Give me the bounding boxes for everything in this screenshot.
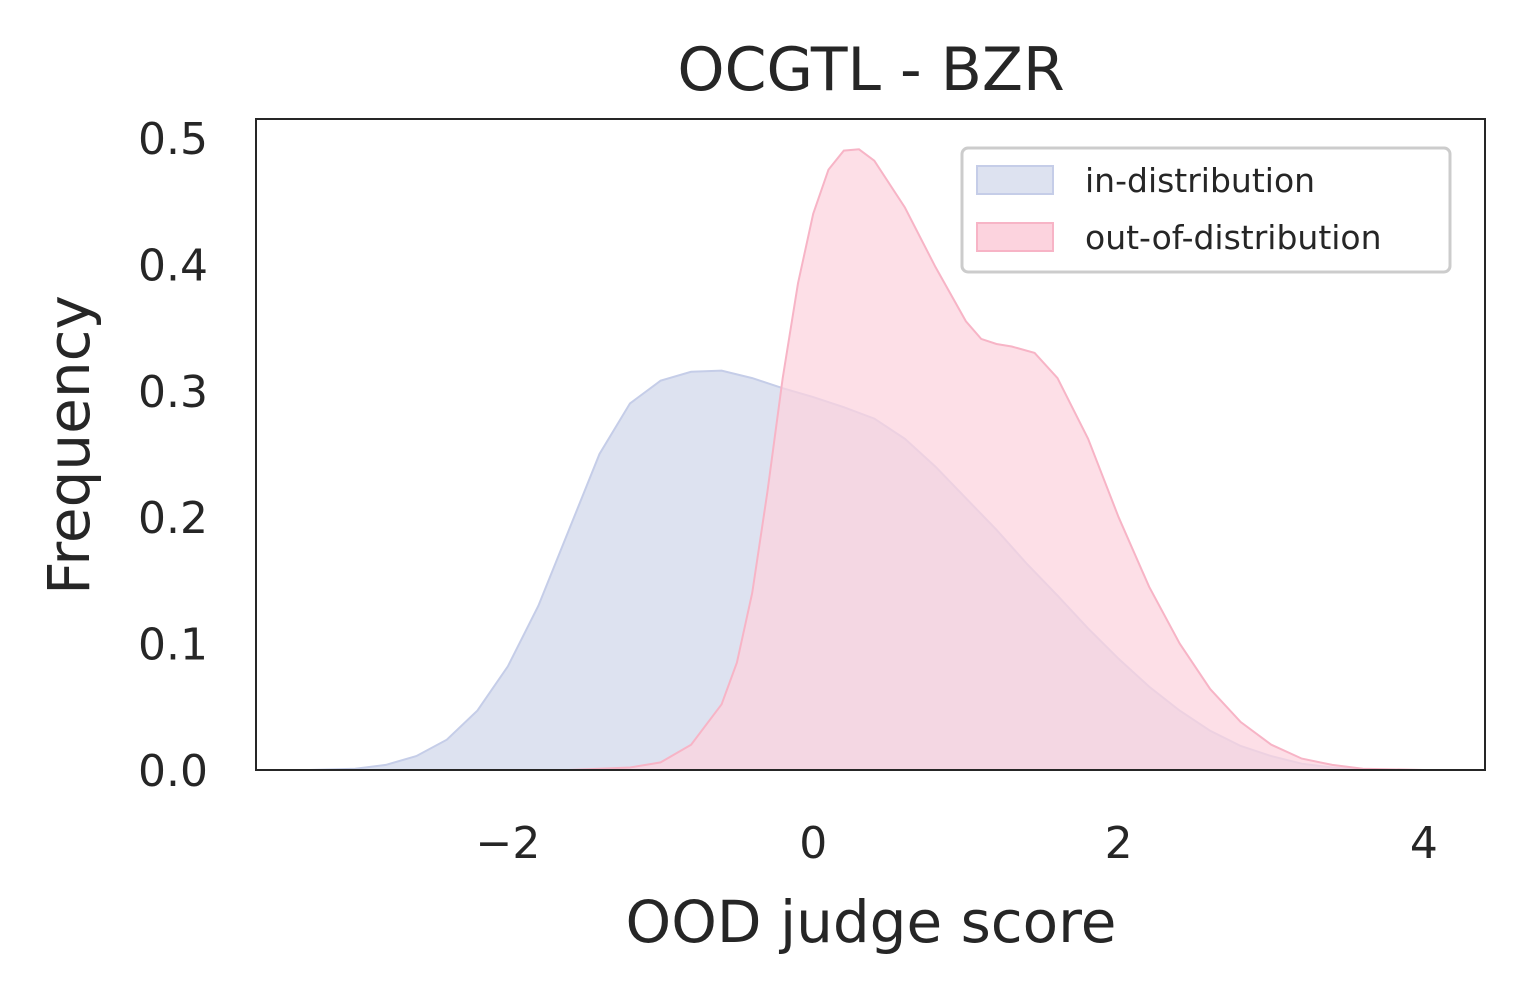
y-tick-label: 0.1 (138, 620, 208, 671)
series-area-out-of-distribution (568, 148, 1424, 771)
chart-title: OCGTL - BZR (677, 35, 1064, 105)
x-axis-ticks: −2 0 2 4 (475, 818, 1437, 869)
series-group (309, 148, 1424, 771)
y-tick-label: 0.5 (138, 114, 208, 165)
legend: in-distribution out-of-distribution (960, 146, 1452, 274)
y-tick-label: 0.4 (138, 240, 208, 291)
plot-frame (255, 118, 1486, 771)
x-tick-label: 2 (1105, 818, 1133, 869)
x-tick-label: 0 (799, 818, 827, 869)
y-tick-label: 0.3 (138, 367, 208, 418)
y-axis-label: Frequency (35, 295, 103, 595)
y-axis-ticks: 0.0 0.1 0.2 0.3 0.4 0.5 (138, 114, 208, 797)
y-tick-label: 0.2 (138, 493, 208, 544)
legend-frame (960, 146, 1452, 274)
x-tick-label: −2 (475, 818, 540, 869)
legend-label-out-of-distribution: out-of-distribution (1085, 218, 1382, 257)
y-tick-label: 0.0 (138, 746, 208, 797)
legend-swatch-in-distribution (976, 165, 1054, 195)
x-tick-label: 4 (1410, 818, 1438, 869)
legend-label-in-distribution: in-distribution (1085, 161, 1315, 200)
legend-swatch-out-of-distribution (976, 222, 1054, 252)
x-axis-label: OOD judge score (626, 888, 1117, 956)
